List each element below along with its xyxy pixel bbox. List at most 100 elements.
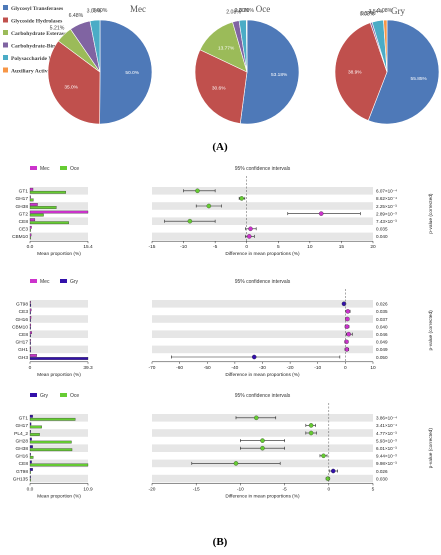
pie-chart-mec: 50.0% 35.0% 5.21% 6.48%3.09%0.00% Mec xyxy=(47,4,153,125)
efp-diff-xlabel: Difference in mean proportions (%) xyxy=(225,493,300,499)
efp-diff-tick-label: 15 xyxy=(339,244,345,250)
efp-pvalue: 3.86×10⁻⁴ xyxy=(376,416,397,421)
efp-mean-bar xyxy=(29,346,31,350)
efp-category-label: GT98 xyxy=(16,469,28,475)
pie-chart-gry: 55.85% 38.9% 0.03%0.57%3.54%1.08%Gry xyxy=(334,6,440,125)
pie-slice-label: 0.57% xyxy=(361,11,376,17)
extended-error-bar-plots: Mec Oce 95% confidence intervals GT1 6.07×10… xyxy=(12,166,434,499)
efp-row-band xyxy=(30,414,88,422)
efp-mean-tick-label: 15.4 xyxy=(83,244,93,250)
efp-mean-bar xyxy=(29,225,32,229)
efp-mean-bar xyxy=(29,210,89,214)
legend-swatch xyxy=(3,67,8,73)
efp-row-band xyxy=(30,315,88,323)
efp-mean-xlabel: Mean proportion (%) xyxy=(37,251,81,257)
efp-category-label: CE3 xyxy=(19,227,29,233)
efp-diff-tick-label: -5 xyxy=(213,244,218,250)
pie-legend: Glycosyl Transferases Glycoside Hydrolase… xyxy=(3,5,88,75)
efp-category-label: GT98 xyxy=(16,302,28,308)
efp-mean-bar xyxy=(29,300,31,304)
pie-slice-label: 0.20% xyxy=(239,8,254,14)
efp-diff-tick-label: -40 xyxy=(231,365,238,371)
efp-diff-point xyxy=(195,188,200,194)
efp-pvalue: 0.035 xyxy=(376,309,388,314)
efp-diff-tick-label: 0 xyxy=(245,244,248,250)
efp-diff-point xyxy=(345,316,350,322)
efp-category-label: GH17 xyxy=(15,196,28,202)
efp-category-label: GH135 xyxy=(13,476,29,482)
efp-mean-tick-label: 39.3 xyxy=(83,365,93,371)
pie-slice-label: 50.0% xyxy=(125,70,139,76)
efp-mean-bar xyxy=(29,331,32,335)
efp-plot-mec-oce: Mec Oce 95% confidence intervals GT1 6.07×10… xyxy=(12,166,434,257)
pie-slice-label: 5.21% xyxy=(50,25,65,31)
efp-mean-bar xyxy=(29,422,32,426)
efp-diff-point xyxy=(239,196,244,201)
efp-category-label: GH38 xyxy=(15,446,28,452)
efp-mean-bar xyxy=(29,206,57,209)
efp-row-band xyxy=(30,187,88,195)
legend-label: Carbohydrate-Binding Modules xyxy=(11,44,88,50)
efp-pvalue: 0.030 xyxy=(376,476,388,481)
efp-pvalue: 0.040 xyxy=(376,324,388,329)
efp-diff-tick-label: -15 xyxy=(193,486,200,492)
efp-diff-point xyxy=(345,309,351,314)
efp-diff-tick-label: -10 xyxy=(180,244,187,250)
efp-mean-xlabel: Mean proportion (%) xyxy=(37,372,81,378)
pie-slice-label: 1.08% xyxy=(378,8,393,14)
efp-pvalue-axis-label: p-value (corrected) xyxy=(428,310,434,351)
pie-title: Mec xyxy=(130,4,146,14)
pie-title: Oce xyxy=(256,4,271,14)
legend-swatch xyxy=(3,55,8,60)
efp-category-label: GH17 xyxy=(15,423,28,429)
efp-mean-bar xyxy=(29,195,31,199)
pie-slice xyxy=(99,19,153,125)
efp-diff-tick-label: -10 xyxy=(314,365,321,371)
efp-legend-swatch xyxy=(30,393,37,397)
efp-row-band xyxy=(30,217,88,225)
efp-mean-bar xyxy=(29,448,73,452)
pie-slice-label: 35.0% xyxy=(64,84,78,90)
efp-mean-tick-label: 0 xyxy=(29,365,32,371)
efp-diff-tick-label: 5 xyxy=(277,244,280,250)
efp-mean-bar xyxy=(29,445,33,449)
efp-category-label: GH28 xyxy=(15,438,28,444)
efp-diff-tick-label: 0 xyxy=(344,365,347,371)
efp-diff-point xyxy=(206,203,212,209)
efp-row-band xyxy=(30,202,88,210)
efp-category-label: CE8 xyxy=(19,219,29,225)
pie-slice xyxy=(334,22,388,121)
efp-mean-bar xyxy=(29,440,72,444)
efp-pvalue: 0.037 xyxy=(376,317,388,322)
efp-legend-label: Oce xyxy=(70,166,79,172)
efp-category-label: CE8 xyxy=(19,332,29,338)
efp-row-band xyxy=(30,429,88,437)
efp-legend-swatch xyxy=(60,166,67,170)
efp-row-band xyxy=(30,232,88,241)
efp-row-band xyxy=(152,187,373,195)
efp-pvalue: 6.01×10⁻³ xyxy=(376,446,397,451)
efp-category-label: CE8 xyxy=(19,461,29,467)
efp-diff-point xyxy=(260,445,265,451)
efp-diff-tick-label: 10 xyxy=(370,365,376,371)
pie-slice xyxy=(89,19,101,73)
efp-mean-bar xyxy=(29,349,31,353)
efp-row-band xyxy=(30,474,88,483)
efp-mean-bar xyxy=(29,460,32,464)
panel-a-label: (A) xyxy=(212,141,228,153)
pie-slice-label: 0.03% xyxy=(360,11,375,17)
efp-category-label: GH16 xyxy=(15,317,28,323)
efp-category-label: GH38 xyxy=(15,204,28,210)
legend-label: Glycoside Hydrolases xyxy=(11,19,63,25)
efp-pvalue: 0.035 xyxy=(376,227,388,232)
efp-row-band xyxy=(152,202,373,210)
legend-label: Polysaccharide Lyases xyxy=(11,56,65,62)
pie-charts: 50.0% 35.0% 5.21% 6.48%3.09%0.00% Mec 53.18% 3… xyxy=(47,4,440,125)
efp-diff-point xyxy=(325,476,331,481)
efp-diff-tick-label: -20 xyxy=(287,365,294,371)
efp-pvalue: 0.040 xyxy=(376,234,388,239)
efp-row-band xyxy=(152,474,373,483)
efp-legend-label: Mec xyxy=(40,279,50,285)
efp-pvalue: 0.049 xyxy=(376,340,388,345)
